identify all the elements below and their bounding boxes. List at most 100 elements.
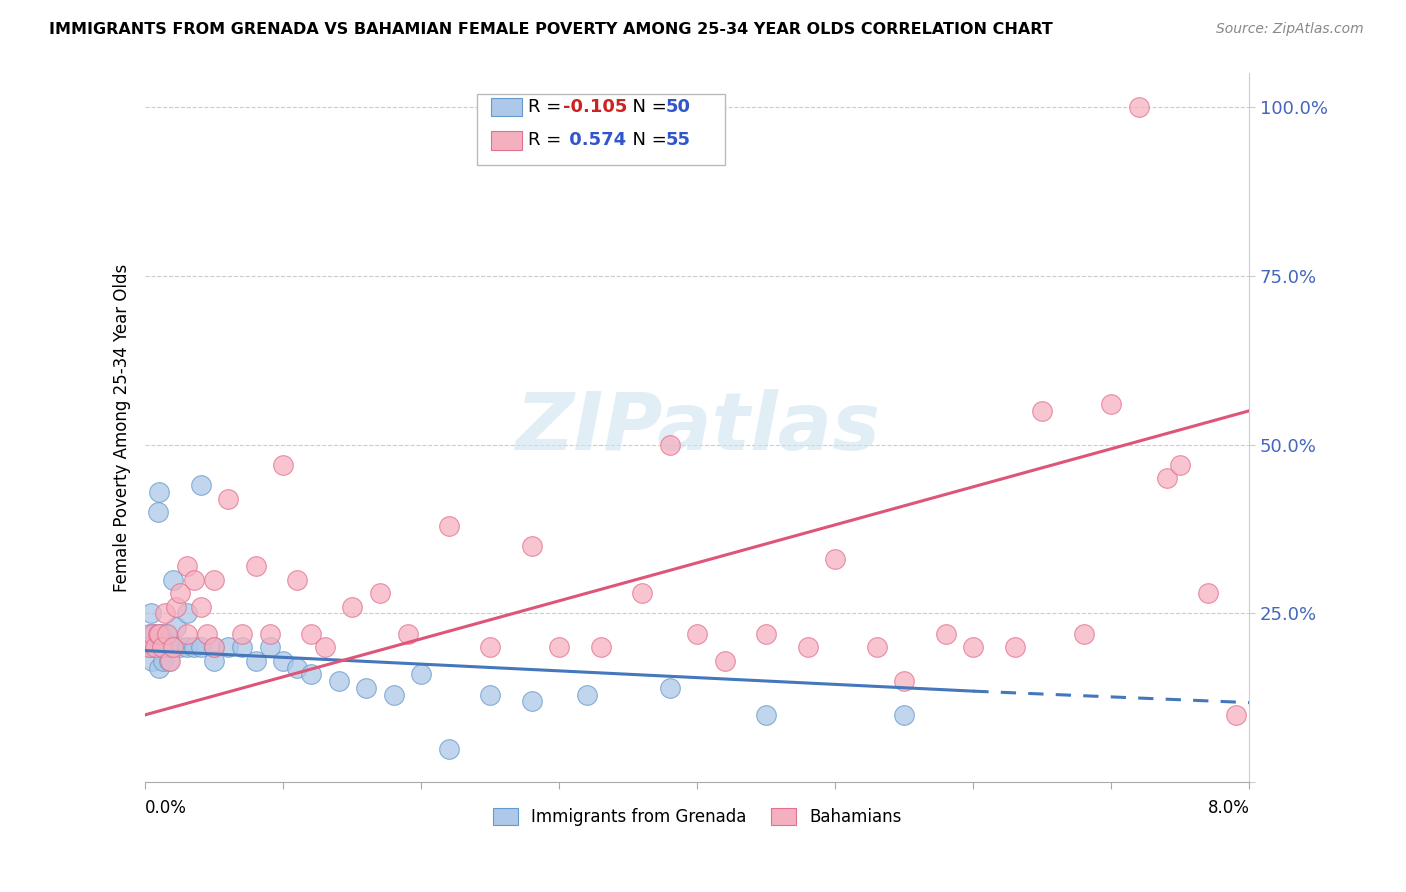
Point	[755, 626, 778, 640]
Point	[714, 654, 737, 668]
Point	[259, 640, 281, 655]
Point	[143, 640, 166, 655]
Point	[202, 573, 225, 587]
Point	[1099, 397, 1122, 411]
Point	[183, 640, 205, 655]
Point	[150, 640, 173, 655]
Point	[520, 539, 543, 553]
Point	[548, 640, 571, 655]
Point	[142, 626, 165, 640]
Point	[866, 640, 889, 655]
Point	[148, 484, 170, 499]
Point	[202, 640, 225, 655]
Point	[686, 626, 709, 640]
Point	[169, 640, 191, 655]
Y-axis label: Female Poverty Among 25-34 Year Olds: Female Poverty Among 25-34 Year Olds	[114, 263, 131, 591]
Point	[575, 688, 598, 702]
Point	[153, 640, 176, 655]
Point	[138, 640, 160, 655]
Point	[176, 626, 198, 640]
Point	[176, 640, 198, 655]
Point	[273, 458, 295, 472]
Point	[1168, 458, 1191, 472]
Point	[145, 640, 167, 655]
Point	[141, 626, 163, 640]
Point	[169, 586, 191, 600]
Legend: Immigrants from Grenada, Bahamians: Immigrants from Grenada, Bahamians	[484, 799, 910, 834]
Point	[165, 620, 187, 634]
Point	[176, 559, 198, 574]
Point	[342, 599, 364, 614]
Point	[150, 640, 173, 655]
Text: N =: N =	[621, 131, 672, 149]
Point	[479, 688, 502, 702]
Point	[156, 626, 179, 640]
Text: R =: R =	[529, 131, 568, 149]
Point	[165, 599, 187, 614]
Point	[589, 640, 612, 655]
Point	[273, 654, 295, 668]
Text: N =: N =	[621, 98, 672, 116]
Point	[159, 640, 181, 655]
Point	[153, 607, 176, 621]
Point	[143, 640, 166, 655]
Point	[245, 654, 267, 668]
Point	[157, 654, 180, 668]
Text: 8.0%: 8.0%	[1208, 799, 1250, 817]
Point	[962, 640, 984, 655]
Point	[231, 626, 253, 640]
Point	[755, 707, 778, 722]
Point	[155, 640, 177, 655]
Point	[893, 673, 915, 688]
FancyBboxPatch shape	[477, 95, 725, 165]
Point	[141, 654, 163, 668]
Point	[141, 640, 163, 655]
Point	[259, 626, 281, 640]
Point	[658, 681, 681, 695]
Point	[1073, 626, 1095, 640]
Point	[190, 478, 212, 492]
FancyBboxPatch shape	[491, 98, 522, 116]
Point	[245, 559, 267, 574]
Point	[202, 654, 225, 668]
Point	[368, 586, 391, 600]
Text: Source: ZipAtlas.com: Source: ZipAtlas.com	[1216, 22, 1364, 37]
Point	[1128, 100, 1150, 114]
Point	[136, 640, 159, 655]
Point	[935, 626, 957, 640]
Text: 55: 55	[665, 131, 690, 149]
Point	[479, 640, 502, 655]
Point	[299, 667, 322, 681]
Text: IMMIGRANTS FROM GRENADA VS BAHAMIAN FEMALE POVERTY AMONG 25-34 YEAR OLDS CORRELA: IMMIGRANTS FROM GRENADA VS BAHAMIAN FEMA…	[49, 22, 1053, 37]
Point	[231, 640, 253, 655]
Point	[1225, 707, 1247, 722]
Text: 50: 50	[665, 98, 690, 116]
Point	[631, 586, 654, 600]
Point	[796, 640, 818, 655]
Point	[150, 626, 173, 640]
Point	[520, 694, 543, 708]
Point	[411, 667, 433, 681]
Point	[658, 437, 681, 451]
Point	[162, 573, 184, 587]
Point	[148, 626, 170, 640]
Text: ZIPatlas: ZIPatlas	[515, 389, 880, 467]
Text: 0.0%: 0.0%	[145, 799, 187, 817]
Point	[285, 573, 308, 587]
Point	[146, 505, 169, 519]
Point	[139, 607, 162, 621]
Point	[197, 626, 219, 640]
Point	[285, 660, 308, 674]
Point	[152, 654, 174, 668]
Point	[396, 626, 419, 640]
Point	[190, 599, 212, 614]
Point	[148, 640, 170, 655]
Point	[437, 741, 460, 756]
Point	[382, 688, 405, 702]
Point	[314, 640, 336, 655]
Point	[159, 654, 181, 668]
Point	[1156, 471, 1178, 485]
Text: -0.105: -0.105	[562, 98, 627, 116]
Point	[148, 660, 170, 674]
Point	[217, 491, 239, 506]
